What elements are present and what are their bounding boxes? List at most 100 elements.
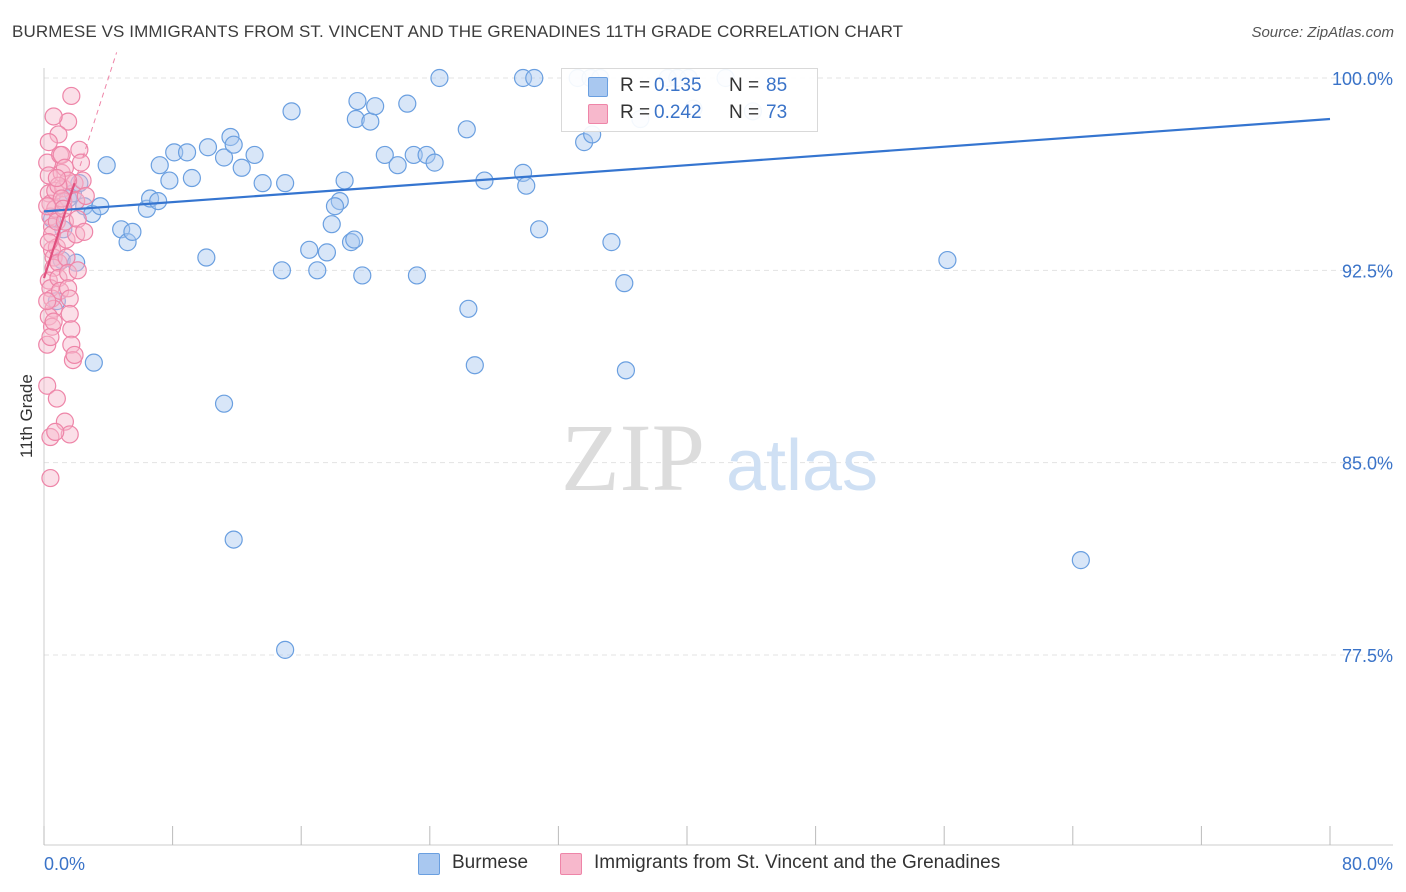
- legend-n-key: N =: [729, 102, 760, 123]
- immigrants-point: [60, 304, 79, 324]
- immigrants-point: [39, 307, 58, 326]
- burmese-point: [407, 266, 427, 285]
- watermark-atlas: atlas: [726, 426, 878, 506]
- burmese-point: [160, 171, 179, 190]
- burmese-point: [353, 266, 372, 285]
- source-label: Source: ZipAtlas.com: [1251, 24, 1394, 41]
- burmese-point: [345, 230, 364, 249]
- burmese-point: [465, 356, 484, 375]
- burmese-point: [282, 102, 301, 121]
- chart-title: BURMESE VS IMMIGRANTS FROM ST. VINCENT A…: [12, 22, 904, 41]
- y-tick-label: 92.5%: [1342, 261, 1393, 281]
- burmese-point: [123, 222, 142, 241]
- immigrants-points: [38, 86, 95, 488]
- legend-swatch-pink: [588, 104, 608, 124]
- immigrants-point: [62, 86, 81, 106]
- immigrants-point: [57, 248, 76, 267]
- burmese-point: [530, 220, 549, 239]
- burmese-point: [197, 248, 216, 267]
- burmese-point: [430, 68, 449, 88]
- immigrants-point: [41, 468, 60, 488]
- burmese-point: [177, 143, 197, 162]
- immigrants-point: [47, 389, 66, 408]
- burmese-point: [214, 148, 234, 167]
- burmese-points: [42, 68, 1090, 659]
- burmese-point: [457, 120, 476, 139]
- burmese-point: [97, 156, 116, 175]
- immigrants-trend-line: [42, 182, 76, 279]
- legend-swatch-blue: [588, 77, 608, 97]
- burmese-point: [224, 135, 243, 154]
- immigrants-point: [60, 425, 79, 444]
- burmese-point: [232, 158, 251, 177]
- immigrants-point: [38, 376, 57, 395]
- burmese-point: [366, 97, 385, 116]
- watermark-zip: ZIP: [561, 404, 705, 511]
- burmese-point: [214, 394, 234, 413]
- immigrants-point: [65, 345, 84, 365]
- burmese-point: [348, 91, 367, 111]
- burmese-point: [276, 174, 295, 193]
- immigrants-point: [59, 171, 78, 190]
- burmese-point: [615, 274, 634, 293]
- immigrants-trend-extension: [74, 52, 118, 184]
- legend-n-key: N =: [729, 75, 760, 96]
- legend-r-key: R =: [620, 102, 651, 123]
- trend-lines: [42, 52, 1331, 279]
- burmese-point: [118, 233, 137, 252]
- y-tick-label: 77.5%: [1342, 646, 1393, 666]
- legend-label: Burmese: [452, 852, 529, 873]
- immigrants-point: [59, 112, 78, 131]
- burmese-point: [84, 353, 103, 372]
- burmese-point: [346, 109, 365, 129]
- burmese-point: [149, 191, 168, 211]
- burmese-point: [325, 197, 345, 216]
- burmese-point: [425, 153, 444, 172]
- immigrants-point: [62, 320, 81, 339]
- immigrants-point: [75, 222, 94, 241]
- burmese-point: [1071, 551, 1090, 570]
- x-min-label: 0.0%: [44, 854, 85, 874]
- burmese-point: [245, 145, 264, 165]
- burmese-point: [300, 240, 319, 259]
- immigrants-point: [44, 107, 63, 126]
- burmese-point: [198, 138, 218, 157]
- immigrants-point: [60, 289, 79, 308]
- burmese-point: [341, 233, 361, 252]
- legend-swatch-pink: [560, 853, 582, 875]
- burmese-point: [938, 250, 957, 270]
- burmese-point: [224, 530, 243, 549]
- legend-r-value: 0.135: [654, 75, 702, 96]
- immigrants-point: [49, 125, 68, 144]
- burmese-point: [335, 171, 354, 190]
- immigrants-point: [39, 133, 58, 152]
- immigrants-point: [57, 230, 76, 249]
- immigrants-point: [47, 168, 66, 188]
- stats-legend: R = 0.135 N = 85 R = 0.242 N = 73: [561, 68, 818, 132]
- legend-n-value: 85: [766, 75, 788, 96]
- y-tick-labels: 77.5% 85.0% 92.5% 100.0%: [1332, 69, 1393, 666]
- burmese-point: [317, 243, 337, 262]
- burmese-point: [375, 145, 394, 165]
- burmese-point: [616, 361, 636, 380]
- burmese-point: [182, 168, 201, 188]
- immigrants-point: [38, 292, 57, 311]
- burmese-point: [517, 176, 536, 195]
- y-tick-label: 100.0%: [1332, 69, 1393, 89]
- burmese-point: [525, 68, 544, 88]
- burmese-point: [150, 156, 169, 175]
- burmese-point: [602, 233, 621, 252]
- burmese-point: [388, 156, 407, 175]
- burmese-point: [398, 94, 417, 113]
- legend-r-value: 0.242: [654, 102, 702, 123]
- burmese-point: [276, 640, 295, 659]
- legend-swatch-blue: [418, 853, 440, 875]
- burmese-trend-line: [43, 117, 1331, 213]
- x-max-label: 80.0%: [1342, 854, 1393, 874]
- immigrants-point: [73, 171, 92, 190]
- burmese-point: [361, 112, 380, 131]
- burmese-point: [253, 174, 272, 193]
- axes: [43, 68, 1393, 846]
- burmese-point: [322, 215, 341, 234]
- burmese-point: [272, 261, 292, 280]
